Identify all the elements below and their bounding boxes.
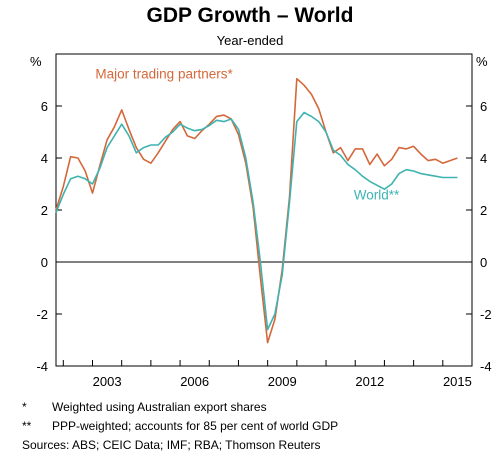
sources-line: Sources: ABS; CEIC Data; IMF; RBA; Thoms… xyxy=(22,438,321,452)
x-tick-label: 2009 xyxy=(268,374,297,389)
footnote-text: Weighted using Australian export shares xyxy=(52,400,267,414)
y-axis-right: -4 -2 0 2 4 6 xyxy=(466,99,492,374)
series-label-world: World** xyxy=(354,188,400,203)
series-group: Major trading partners* World** xyxy=(55,67,458,344)
footnote-symbol: ** xyxy=(22,419,32,433)
footnote-row: ** PPP-weighted; accounts for 85 per cent… xyxy=(22,417,338,436)
y-tick-label-right: -2 xyxy=(480,307,492,322)
y-tick-label-right: 2 xyxy=(480,203,487,218)
y-tick-label-right: -4 xyxy=(480,359,492,374)
x-tick-label: 2003 xyxy=(93,374,122,389)
series-line-world xyxy=(55,111,458,331)
chart-title: GDP Growth – World xyxy=(146,4,354,27)
y-tick-label-right: 6 xyxy=(480,99,487,114)
plot-frame xyxy=(55,53,473,367)
footnote-symbol: * xyxy=(22,400,27,414)
y-tick-label-right: 0 xyxy=(480,255,487,270)
footnotes: * Weighted using Australian export shares… xyxy=(22,398,338,455)
y-tick-label-left: 2 xyxy=(41,203,48,218)
y-tick-label-left: -2 xyxy=(36,307,48,322)
x-tick-label: 2006 xyxy=(180,374,209,389)
x-tick-label: 2015 xyxy=(443,374,472,389)
footnote-row: * Weighted using Australian export shares xyxy=(22,398,338,417)
y-unit-right: % xyxy=(476,54,488,69)
series-line-major-trading-partners xyxy=(55,77,458,344)
x-tick-label: 2012 xyxy=(355,374,384,389)
chart-subtitle: Year-ended xyxy=(216,33,284,48)
y-unit-left: % xyxy=(30,54,42,69)
gdp-growth-chart: -4 -2 0 2 4 6 -4 -2 0 2 4 6 2003 2006 2009 2012 2015 M… xyxy=(30,53,492,389)
x-axis: 2003 2006 2009 2012 2015 xyxy=(62,360,472,389)
y-axis-left: -4 -2 0 2 4 6 xyxy=(36,99,62,374)
footnote-text: PPP-weighted; accounts for 85 per cent o… xyxy=(52,419,339,433)
y-tick-label-left: 0 xyxy=(41,255,48,270)
y-tick-label-left: 6 xyxy=(41,99,48,114)
y-tick-label-right: 4 xyxy=(480,151,487,166)
series-label-major-trading-partners: Major trading partners* xyxy=(95,67,233,82)
y-tick-label-left: -4 xyxy=(36,359,48,374)
y-tick-label-left: 4 xyxy=(41,151,48,166)
